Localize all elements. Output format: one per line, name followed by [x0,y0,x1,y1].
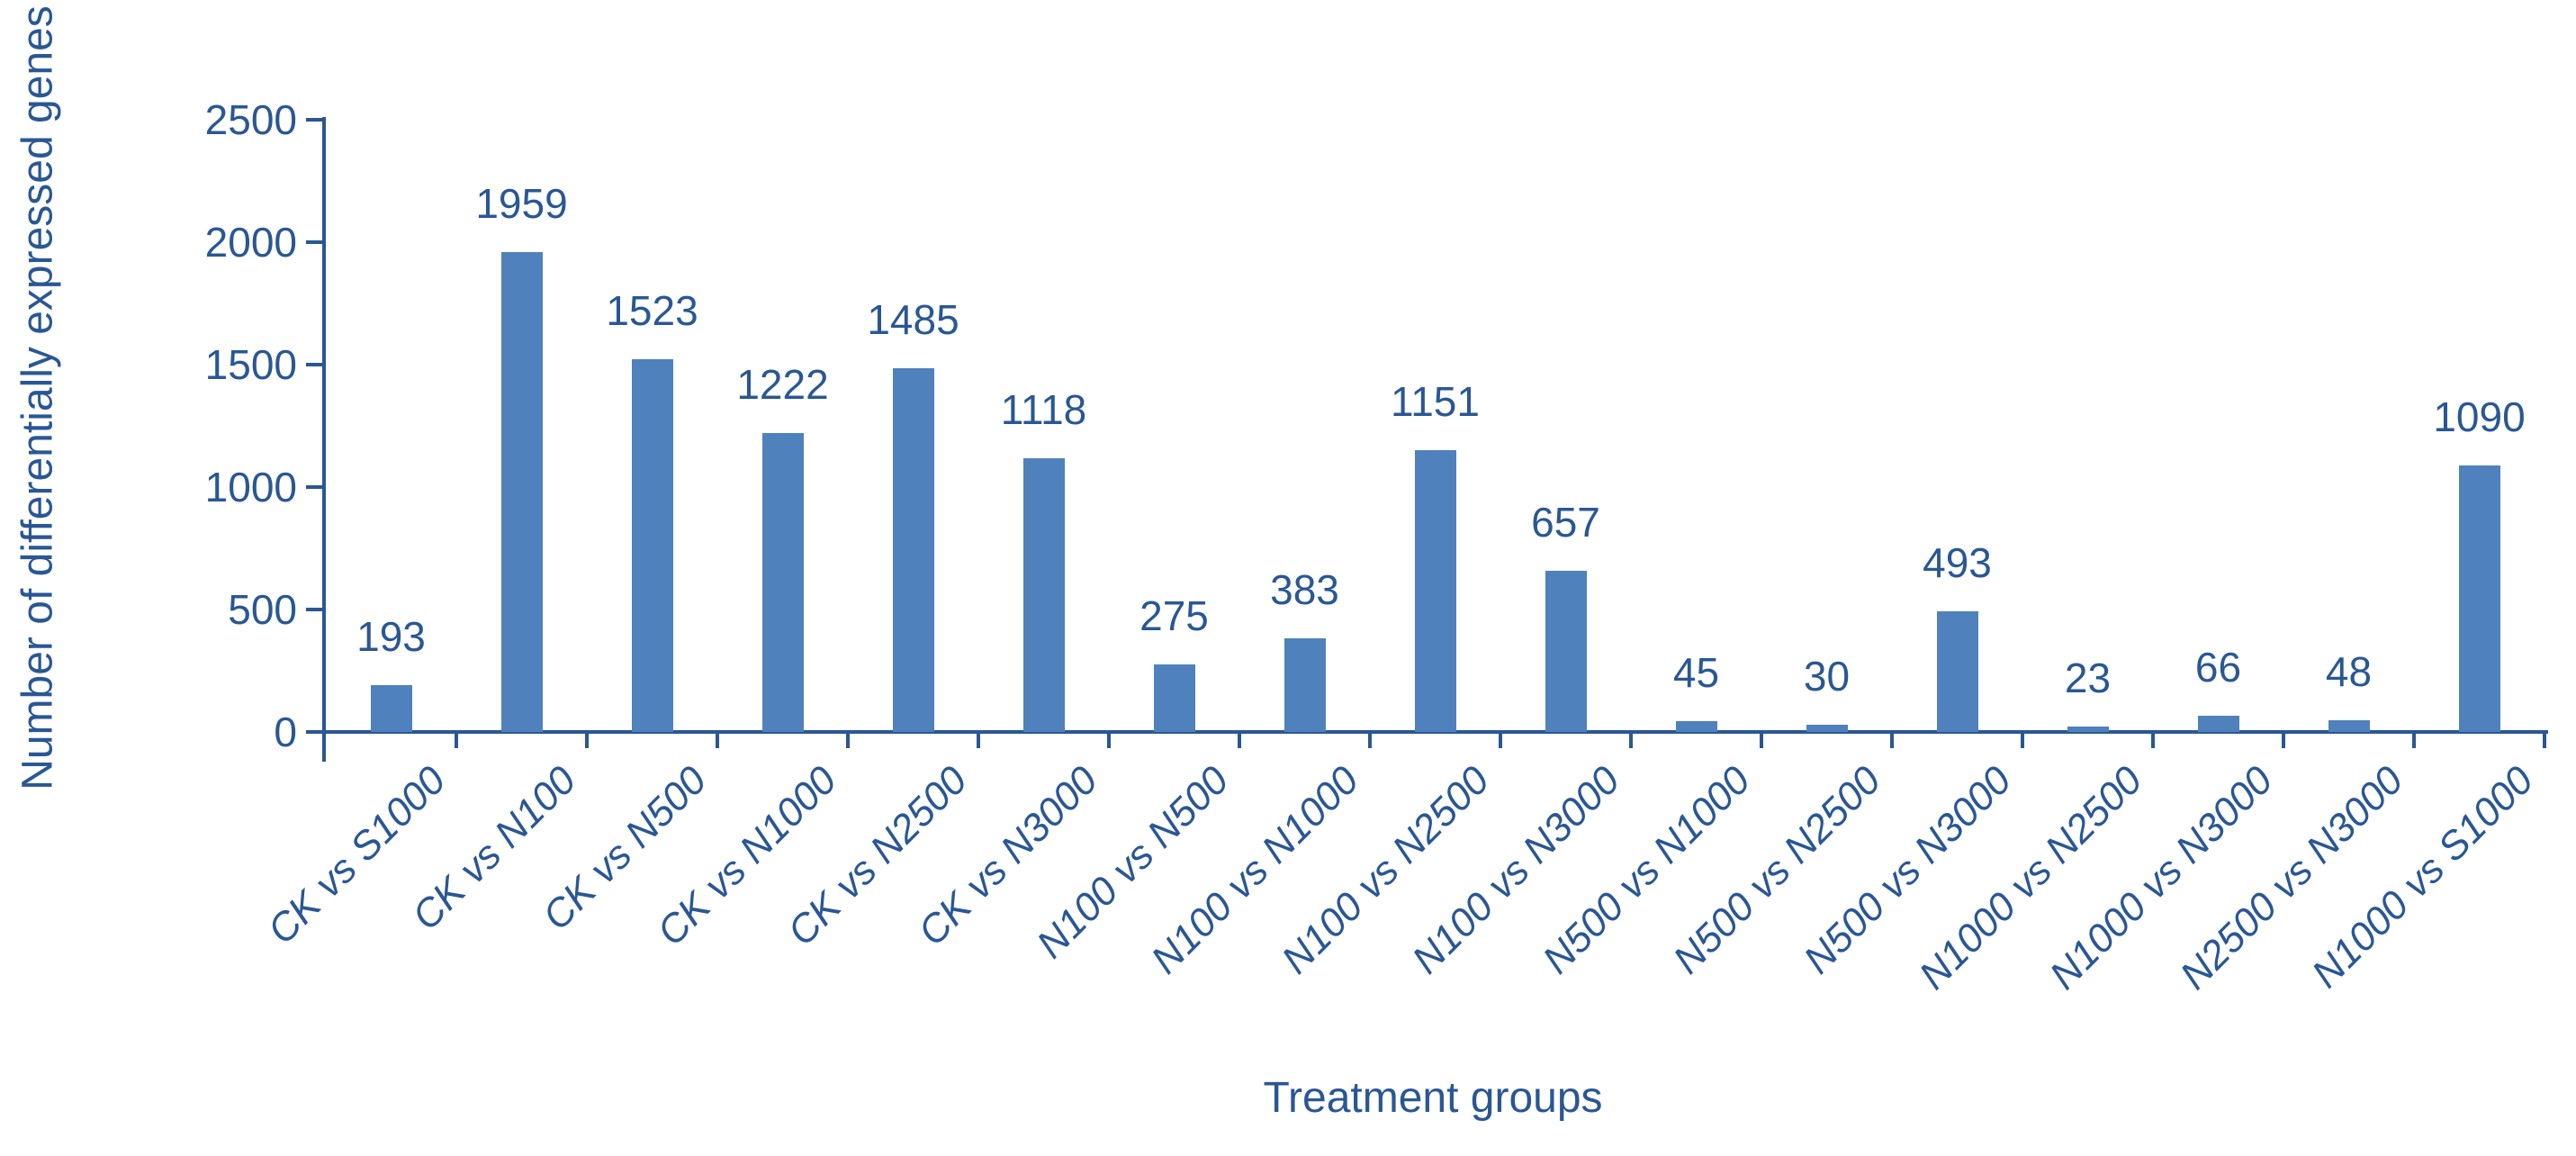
bar [2197,716,2239,732]
bar [761,433,804,732]
bar [2328,720,2370,732]
bar-value-label: 1090 [2433,393,2526,440]
x-axis-title: Treatment groups [1263,1074,1603,1122]
bar [1675,721,1717,732]
y-tick-label: 1000 [204,464,297,510]
bar-value-label: 383 [1270,566,1339,613]
y-tick-label: 500 [228,586,297,633]
x-tick-label: N2500 vs N3000 [2171,758,2412,998]
x-tick-label: N1000 vs N3000 [2040,758,2282,998]
x-tick [977,734,980,748]
x-tick [1368,734,1372,748]
x-tick [455,734,458,748]
bar-value-label: 45 [1672,649,1720,696]
bar [1936,611,1978,732]
x-tick [2412,734,2416,748]
y-tick-label: 2500 [204,96,297,143]
y-tick [306,730,322,734]
bar-value-label: 193 [356,613,426,660]
x-tick [2151,734,2155,748]
bar [1414,450,1456,732]
bar [1545,571,1587,732]
x-tick [1890,734,1894,748]
x-tick [2021,734,2024,748]
y-tick-label: 0 [274,709,297,755]
bar [500,252,543,732]
bar-value-label: 657 [1531,499,1600,546]
y-axis-line [322,117,326,762]
bar [892,368,934,732]
y-tick [306,608,322,611]
y-tick [306,240,322,244]
y-tick-label: 1500 [204,341,297,388]
bar-value-label: 1118 [1000,386,1087,433]
bar-value-label: 1151 [1391,378,1480,425]
x-tick-label: N1000 vs S1000 [2303,758,2543,997]
x-tick-label: N1000 vs N2500 [1910,758,2151,998]
y-axis-title: Number of differentially expressed genes [14,5,62,790]
bar-value-label: 1485 [867,296,959,343]
bar-value-label: 275 [1139,592,1209,639]
y-tick [306,363,322,366]
bar [2458,465,2500,732]
x-axis-line [322,730,2548,734]
bar-value-label: 48 [2325,648,2373,695]
bar [631,359,673,732]
x-tick [1629,734,1633,748]
x-tick [716,734,719,748]
bar [1283,638,1326,732]
x-tick [2543,734,2546,748]
bar-value-label: 493 [1923,539,1992,586]
bar [1022,458,1065,732]
bar [1153,664,1195,732]
y-tick [306,485,322,489]
bar-value-label: 1222 [736,361,829,408]
bar-value-label: 1959 [475,180,568,227]
bar-value-label: 30 [1803,653,1851,700]
bar-value-label: 1523 [606,287,698,334]
bar [370,685,412,732]
x-tick [1238,734,1241,748]
x-tick [1760,734,1763,748]
x-tick [2282,734,2285,748]
x-tick [846,734,850,748]
bar-value-label: 66 [2194,644,2242,691]
x-tick [1107,734,1111,748]
bar [1806,725,1848,732]
bar-value-label: 23 [2064,655,2112,701]
y-tick-label: 2000 [204,219,297,266]
y-tick [306,118,322,122]
bar [2067,727,2109,732]
x-tick [585,734,589,748]
x-tick [1499,734,1502,748]
